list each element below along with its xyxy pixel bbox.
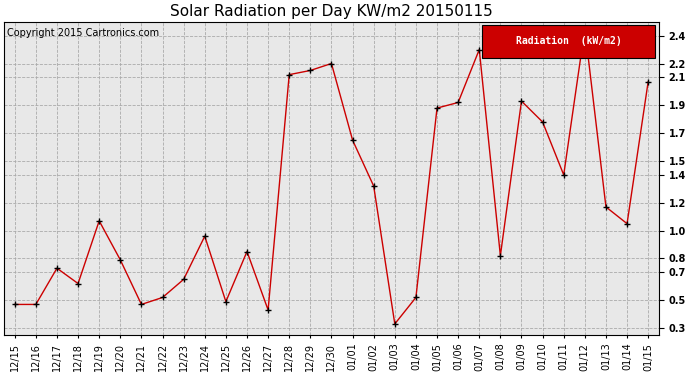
Text: Radiation  (kW/m2): Radiation (kW/m2) xyxy=(515,36,621,46)
Text: Copyright 2015 Cartronics.com: Copyright 2015 Cartronics.com xyxy=(8,28,159,38)
FancyBboxPatch shape xyxy=(482,25,656,58)
Title: Solar Radiation per Day KW/m2 20150115: Solar Radiation per Day KW/m2 20150115 xyxy=(170,4,493,19)
